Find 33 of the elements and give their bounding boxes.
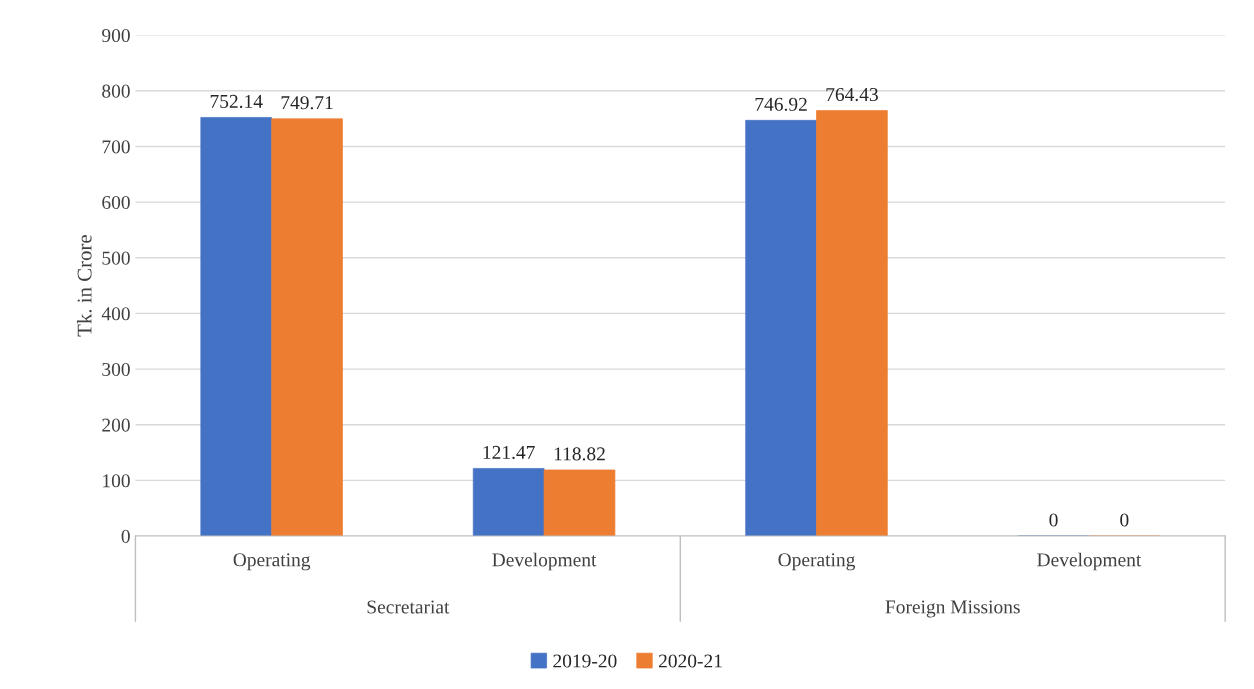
bar	[271, 118, 343, 537]
y-tick-label: 700	[102, 140, 130, 154]
data-label: 0	[1049, 513, 1058, 527]
y-axis-title: Tk. in Crore	[76, 235, 92, 337]
bar	[200, 117, 272, 537]
data-label: 764.43	[826, 88, 878, 102]
bar	[816, 110, 888, 537]
bar	[745, 119, 817, 537]
data-label: 749.71	[281, 96, 333, 110]
data-label: 0	[1120, 513, 1129, 527]
legend-label: 2020-21	[658, 654, 722, 668]
x-tick-label: Operating	[778, 553, 856, 571]
y-tick-label: 300	[102, 362, 130, 377]
y-tick-label: 100	[103, 474, 130, 488]
bar	[543, 469, 616, 537]
y-tick-label: 0	[121, 529, 130, 543]
data-label: 746.92	[755, 97, 807, 111]
y-tick-label: 900	[102, 28, 130, 43]
y-tick-label: 400	[101, 307, 130, 321]
x-tick-label: Operating	[233, 553, 311, 571]
bar	[472, 468, 545, 537]
y-tick-label: 200	[102, 418, 130, 432]
x-tick-label: Development	[492, 552, 597, 571]
data-label: 118.82	[554, 447, 605, 461]
data-label: 121.47	[483, 445, 535, 460]
y-tick-label: 800	[102, 84, 130, 98]
text: Secretariat	[367, 600, 450, 614]
x-tick-label: Development	[1037, 552, 1142, 571]
data-label: 752.14	[210, 94, 263, 109]
y-tick-label: 600	[102, 195, 130, 210]
legend-label: 2019-20	[553, 654, 617, 668]
text: Foreign Missions	[885, 600, 1020, 618]
y-tick-label: 500	[102, 251, 130, 265]
